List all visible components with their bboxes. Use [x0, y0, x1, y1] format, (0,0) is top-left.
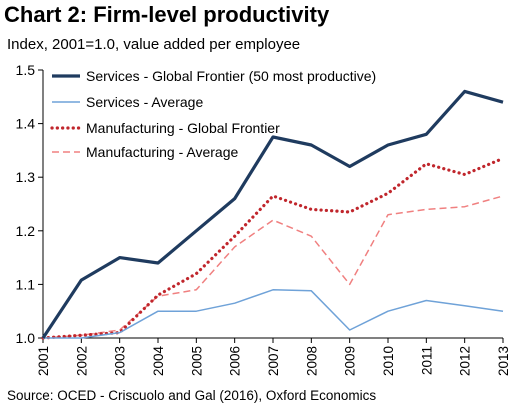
- x-tick-label: 2006: [228, 346, 243, 376]
- y-tick-label: 1.4: [16, 116, 36, 132]
- series-line-manufacturing-global-frontier: [41, 156, 505, 340]
- y-tick-label: 1.3: [16, 169, 36, 185]
- series-line-manufacturing-average: [42, 195, 504, 339]
- legend-label: Services - Global Frontier (50 most prod…: [86, 68, 376, 84]
- x-tick-label: 2009: [343, 346, 358, 376]
- x-tick-label: 2001: [36, 346, 51, 376]
- y-tick-label: 1.0: [16, 330, 36, 346]
- x-tick-label: 2008: [304, 346, 319, 376]
- axes: 1.0 1.1 1.2 1.3 1.4 1.5 2001 2002 2003 2004 2005 20…: [16, 62, 511, 376]
- legend-label: Services - Average: [86, 94, 203, 110]
- x-tick-label: 2007: [266, 346, 281, 376]
- legend-label: Manufacturing - Average: [86, 144, 238, 160]
- y-tick-label: 1.2: [16, 223, 36, 239]
- y-tick-label: 1.5: [16, 62, 36, 78]
- source-note: Source: OCED - Criscuolo and Gal (2016),…: [7, 388, 377, 403]
- x-tick-label: 2013: [496, 346, 511, 376]
- x-tick-label: 2010: [381, 346, 396, 376]
- x-tick-label: 2002: [74, 346, 89, 376]
- series-line-services-average: [43, 289, 504, 339]
- x-tick-label: 2004: [151, 346, 166, 377]
- x-tick-label: 2005: [189, 346, 204, 376]
- series-layer: [41, 89, 505, 340]
- x-tick-label: 2003: [113, 346, 128, 376]
- legend: Services - Global Frontier (50 most prod…: [50, 68, 376, 160]
- chart-subtitle: Index, 2001=1.0, value added per employe…: [7, 36, 301, 53]
- series-line-services-global-frontier-50-most-productive: [41, 89, 504, 339]
- x-tick-label: 2012: [458, 346, 473, 376]
- chart-title: Chart 2: Firm-level productivity: [4, 2, 330, 27]
- x-tick-label: 2011: [419, 346, 434, 375]
- y-tick-label: 1.1: [16, 276, 36, 292]
- legend-label: Manufacturing - Global Frontier: [86, 120, 280, 136]
